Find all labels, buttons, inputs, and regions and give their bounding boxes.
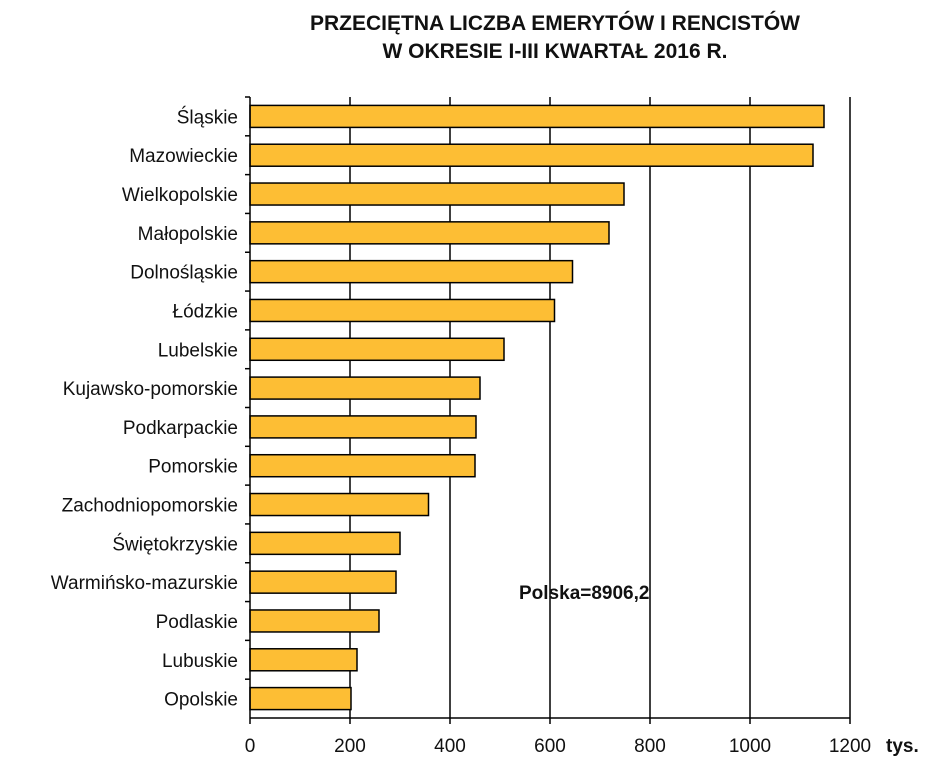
category-label: Opolskie (164, 690, 238, 711)
unit-label: tys. (886, 736, 919, 757)
axes (245, 96, 851, 724)
category-label: Warmińsko-mazurskie (51, 573, 238, 594)
chart-title-line-2: W OKRESIE I-III KWARTAŁ 2016 R. (382, 40, 728, 63)
x-tick-label: 1200 (829, 736, 871, 757)
bar (249, 686, 352, 711)
chart-title-line-1: PRZECIĘTNA LICZBA EMERYTÓW I RENCISTÓW (310, 12, 800, 35)
bar (249, 337, 505, 362)
category-label: Lubuskie (162, 651, 238, 672)
x-tick-label: 600 (534, 736, 566, 757)
category-label: Kujawsko-pomorskie (63, 379, 238, 400)
x-tick-label: 0 (245, 736, 256, 757)
bar (249, 298, 556, 323)
x-tick-labels: 0 200 400 600 800 1000 1200 (245, 736, 871, 757)
category-label: Podkarpackie (123, 418, 238, 439)
bar (249, 143, 814, 167)
x-tick-label: 1000 (729, 736, 771, 757)
bar (249, 104, 825, 129)
total-annotation: Polska=8906,2 (519, 583, 649, 604)
category-label: Mazowieckie (129, 146, 238, 167)
category-label: Śląskie (177, 106, 238, 128)
category-label: Łódzkie (173, 301, 239, 322)
bar (249, 182, 625, 206)
bars (249, 104, 825, 711)
category-label: Pomorskie (148, 457, 238, 478)
bar (249, 453, 476, 478)
bar (249, 648, 358, 672)
category-label: Wielkopolskie (122, 185, 238, 206)
x-tick-label: 400 (434, 736, 466, 757)
bar (249, 221, 610, 245)
chart-title: PRZECIĘTNA LICZBA EMERYTÓW I RENCISTÓW W… (250, 10, 860, 66)
x-tick-label: 800 (634, 736, 666, 757)
category-label: Lubelskie (158, 340, 238, 361)
category-labels: Śląskie Mazowieckie Wielkopolskie Małopolsk… (51, 106, 238, 710)
category-label: Zachodniopomorskie (62, 496, 238, 517)
bar (249, 376, 481, 400)
bar (249, 259, 574, 284)
x-tick-label: 200 (334, 736, 366, 757)
bar (249, 415, 477, 439)
bar (249, 492, 430, 517)
category-label: Świętokrzyskie (112, 533, 238, 555)
bar (249, 531, 401, 556)
category-label: Podlaskie (156, 612, 238, 633)
category-label: Małopolskie (138, 224, 238, 245)
bar (249, 609, 380, 633)
category-label: Dolnośląskie (130, 263, 238, 284)
bar (249, 570, 397, 594)
